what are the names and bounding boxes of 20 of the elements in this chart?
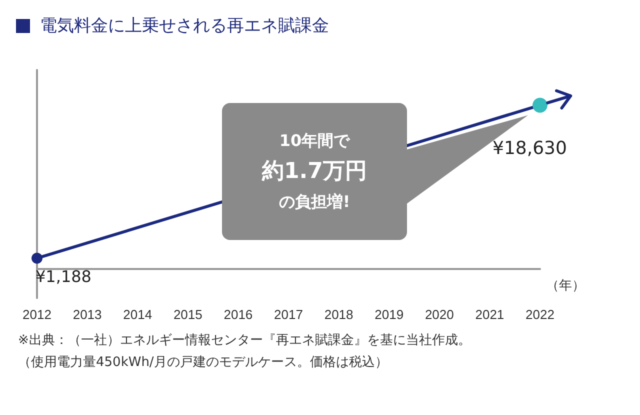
annotation: 約1.7万円 — [262, 158, 367, 186]
x-tick-label: 2014 — [123, 307, 152, 322]
x-tick-label: 2013 — [72, 307, 102, 322]
x-tick-label: 2016 — [224, 307, 253, 322]
x-tick-label: 2020 — [424, 307, 454, 322]
x-tick-label: 2021 — [475, 307, 504, 322]
data-label: ¥1,188 — [36, 267, 92, 286]
x-tick-label: 2022 — [526, 307, 554, 322]
annotation: 10年間で — [279, 130, 350, 152]
text: ※出典：（一社）エネルギー情報センター『再エネ賦課金』を基に当社作成。 — [18, 332, 471, 350]
x-tick-label: 2018 — [324, 307, 354, 322]
text: （使用電力量450kWh/月の戸建のモデルケース。価格は税込） — [18, 354, 389, 372]
x-tick-label: 2015 — [173, 307, 202, 322]
chart-title: 電気料金に上乗せされる再エネ賦課金 — [40, 15, 329, 37]
data-label: ¥18,630 — [492, 138, 567, 160]
x-tick-label: 2019 — [374, 307, 404, 322]
annotation: の負担増! — [278, 191, 350, 214]
x-tick-label: 2017 — [274, 307, 303, 322]
x-axis-title: （年） — [546, 278, 585, 293]
x-tick-label: 2012 — [22, 307, 52, 322]
